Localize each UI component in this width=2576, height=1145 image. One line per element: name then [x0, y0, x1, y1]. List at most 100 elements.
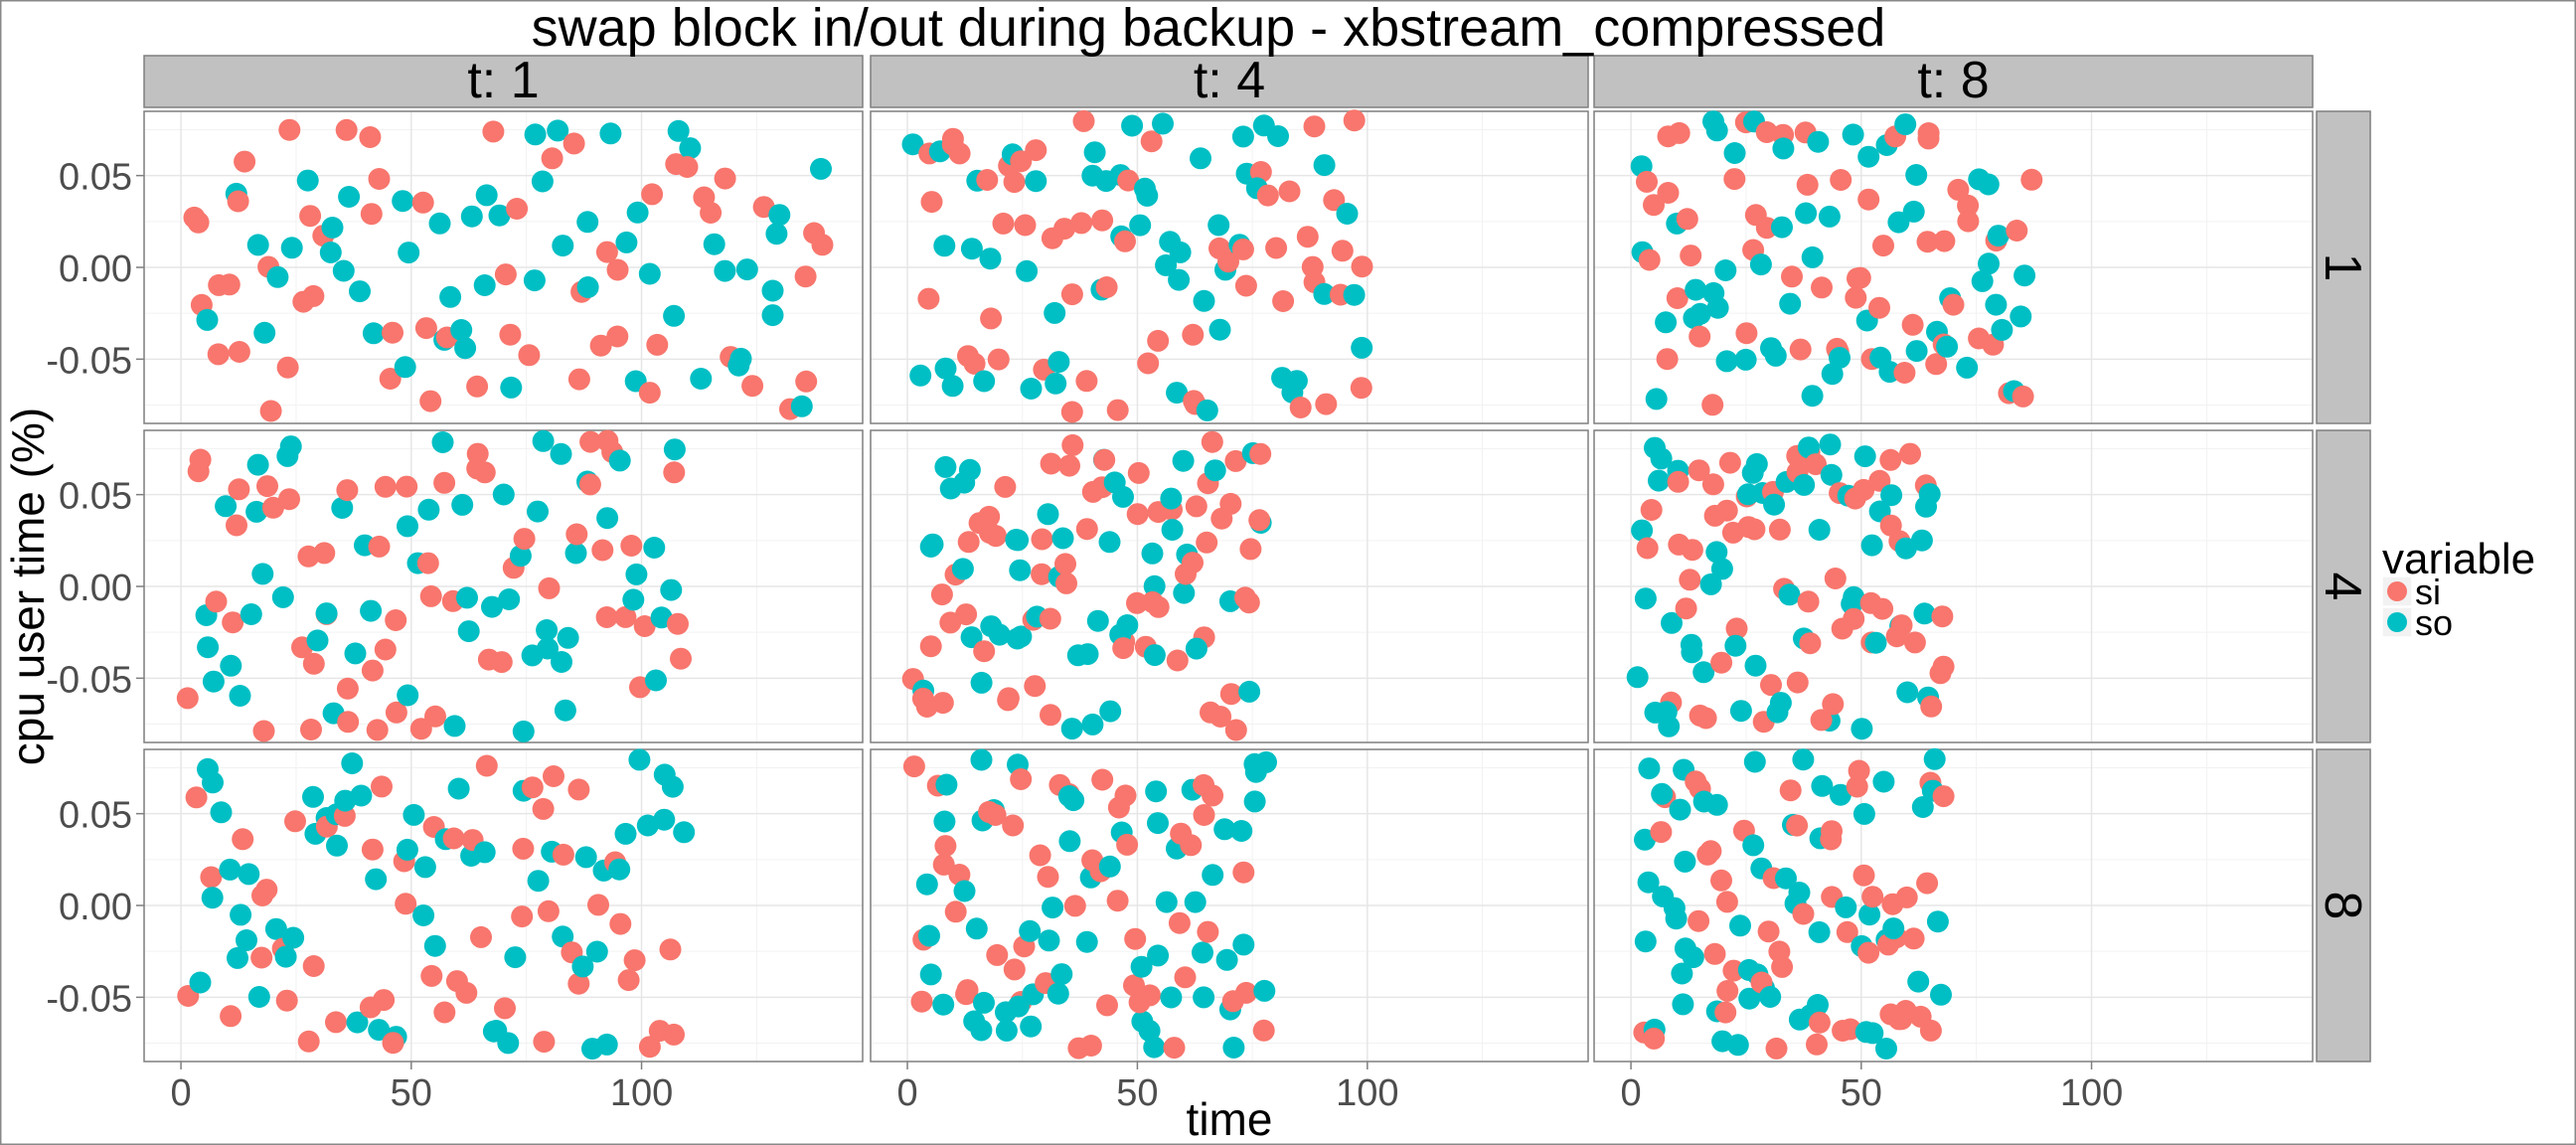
points-t4-row8 — [902, 748, 1277, 1060]
data-point-so — [431, 431, 454, 453]
data-point-si — [1857, 188, 1880, 211]
data-point-si — [955, 603, 978, 626]
data-point-si — [1168, 911, 1191, 934]
data-point-si — [1703, 942, 1726, 965]
legend-swatch-si — [2387, 581, 2407, 601]
data-point-si — [1760, 674, 1782, 697]
data-point-so — [576, 276, 599, 298]
data-point-so — [1749, 253, 1772, 276]
data-point-si — [1272, 290, 1295, 312]
data-point-si — [1096, 994, 1118, 1017]
data-point-so — [1626, 666, 1649, 689]
data-point-si — [1638, 248, 1661, 271]
data-point-si — [1224, 449, 1247, 472]
data-point-si — [1765, 1037, 1788, 1060]
data-point-so — [245, 500, 268, 523]
data-point-si — [1040, 704, 1061, 727]
data-point-so — [571, 955, 594, 978]
data-point-so — [1818, 205, 1841, 228]
data-point-si — [1296, 226, 1319, 248]
data-point-si — [902, 755, 925, 778]
data-point-si — [1899, 442, 1921, 465]
data-point-so — [1160, 986, 1183, 1009]
data-point-si — [1265, 237, 1288, 259]
x-axis-title: time — [1187, 1093, 1273, 1145]
data-point-so — [362, 322, 385, 345]
data-point-si — [1902, 927, 1925, 950]
data-point-so — [509, 545, 532, 568]
data-point-si — [1792, 902, 1815, 925]
data-point-si — [1091, 768, 1114, 791]
data-point-so — [576, 211, 599, 234]
data-point-so — [1062, 789, 1085, 812]
y-axis-title: cpu user time (%) — [2, 408, 54, 765]
data-point-si — [1219, 492, 1242, 515]
data-point-so — [1682, 946, 1704, 969]
facet-strip-label: t: 8 — [1917, 52, 1989, 109]
data-point-so — [282, 926, 305, 949]
data-point-si — [1114, 230, 1136, 252]
data-point-si — [1667, 470, 1690, 493]
chart-title: swap block in/out during backup - xbstre… — [532, 0, 1886, 58]
data-point-si — [1852, 864, 1875, 887]
data-point-si — [1137, 352, 1160, 375]
data-point-so — [973, 370, 996, 393]
data-point-si — [1002, 814, 1025, 837]
data-point-so — [1129, 214, 1152, 237]
data-point-si — [659, 938, 682, 961]
data-point-si — [382, 1032, 404, 1055]
data-point-so — [512, 720, 535, 742]
data-point-so — [1842, 123, 1864, 146]
data-point-si — [222, 611, 244, 634]
data-point-si — [218, 273, 241, 296]
points-t1-row8 — [177, 748, 696, 1061]
data-point-si — [1202, 784, 1224, 807]
data-point-so — [1808, 920, 1831, 943]
data-point-so — [450, 319, 473, 341]
data-point-so — [219, 858, 242, 881]
data-point-si — [992, 212, 1015, 235]
data-point-so — [653, 808, 676, 831]
data-point-si — [1217, 250, 1239, 273]
data-point-so — [1213, 818, 1236, 841]
data-point-so — [1858, 903, 1881, 926]
data-point-so — [935, 773, 958, 796]
data-point-so — [1795, 202, 1818, 225]
data-point-si — [1256, 184, 1279, 207]
data-point-so — [1743, 750, 1766, 773]
x-tick-label: 50 — [1116, 1072, 1158, 1114]
data-point-si — [1031, 563, 1053, 585]
data-point-si — [414, 317, 437, 340]
data-point-so — [934, 455, 957, 478]
data-point-so — [596, 507, 619, 530]
legend-title: variable — [2382, 535, 2535, 583]
data-point-si — [676, 156, 699, 178]
data-point-si — [409, 718, 432, 740]
data-point-si — [934, 835, 957, 858]
data-point-si — [205, 590, 228, 613]
data-point-so — [1204, 459, 1226, 482]
data-point-si — [490, 651, 513, 674]
data-point-si — [276, 356, 299, 379]
y-tick-label: 0.05 — [59, 157, 132, 199]
facet-strip-label: 8 — [2314, 892, 2371, 920]
data-point-so — [456, 586, 478, 609]
data-point-so — [1634, 930, 1657, 953]
data-point-si — [1916, 872, 1939, 895]
data-point-so — [1155, 253, 1178, 276]
data-point-si — [595, 606, 618, 628]
data-point-so — [645, 669, 667, 692]
data-point-si — [228, 341, 250, 363]
data-point-si — [1872, 235, 1894, 257]
legend-item-si: si — [2381, 572, 2441, 612]
data-point-so — [953, 880, 976, 902]
data-point-si — [633, 615, 656, 637]
data-point-so — [1007, 529, 1030, 552]
data-point-si — [1925, 353, 1948, 376]
data-point-so — [1861, 1022, 1884, 1045]
data-point-si — [374, 475, 397, 498]
data-point-si — [1093, 448, 1116, 471]
data-point-so — [1638, 757, 1661, 780]
data-point-si — [2006, 220, 2028, 242]
